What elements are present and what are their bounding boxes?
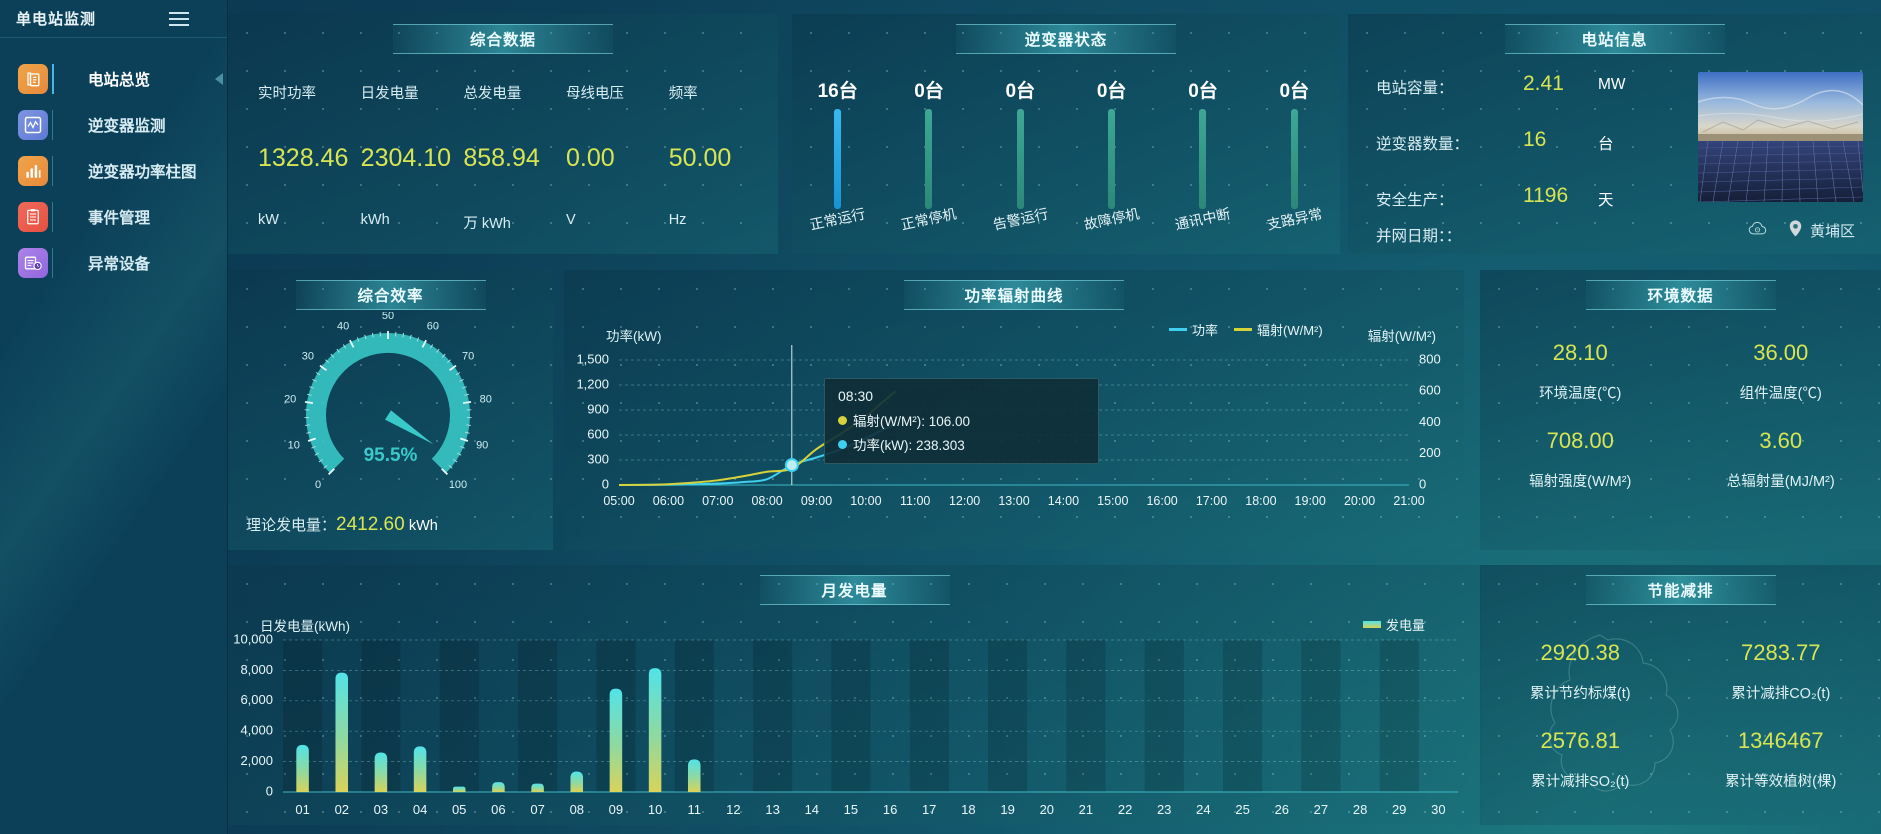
svg-text:12: 12 [726, 802, 740, 817]
svg-text:70: 70 [462, 351, 474, 363]
svg-text:08: 08 [570, 802, 584, 817]
svg-text:30: 30 [302, 351, 314, 363]
svg-text:400: 400 [1419, 414, 1441, 429]
svg-text:20: 20 [1040, 802, 1054, 817]
svg-text:30: 30 [1431, 802, 1445, 817]
svg-text:22: 22 [1118, 802, 1132, 817]
svg-text:300: 300 [587, 451, 609, 466]
svg-text:6,000: 6,000 [240, 692, 273, 707]
svg-text:04: 04 [413, 802, 427, 817]
svg-text:18: 18 [961, 802, 975, 817]
svg-text:17:00: 17:00 [1196, 494, 1227, 508]
svg-text:29: 29 [1392, 802, 1406, 817]
svg-text:1,200: 1,200 [576, 376, 609, 391]
svg-text:80: 80 [480, 393, 492, 405]
svg-text:06:00: 06:00 [653, 494, 684, 508]
svg-text:11:00: 11:00 [900, 494, 930, 508]
svg-text:26: 26 [1275, 802, 1289, 817]
svg-text:02: 02 [335, 802, 349, 817]
svg-text:12:00: 12:00 [949, 494, 980, 508]
svg-text:14: 14 [805, 802, 819, 817]
svg-text:40: 40 [337, 321, 349, 333]
svg-text:27: 27 [1314, 802, 1328, 817]
svg-text:1,500: 1,500 [576, 351, 609, 366]
svg-text:13:00: 13:00 [998, 494, 1029, 508]
svg-text:10,000: 10,000 [233, 631, 273, 646]
svg-text:?: ? [1757, 228, 1759, 232]
svg-text:100: 100 [449, 479, 467, 491]
svg-text:20: 20 [284, 393, 296, 405]
svg-text:900: 900 [587, 401, 609, 416]
svg-text:06: 06 [491, 802, 505, 817]
svg-text:03: 03 [374, 802, 388, 817]
svg-text:19: 19 [1000, 802, 1014, 817]
svg-text:10: 10 [648, 802, 662, 817]
svg-text:0: 0 [602, 476, 609, 491]
svg-text:4,000: 4,000 [240, 723, 273, 738]
svg-text:800: 800 [1419, 351, 1441, 366]
svg-text:08:00: 08:00 [751, 494, 782, 508]
svg-text:20:00: 20:00 [1344, 494, 1375, 508]
svg-text:200: 200 [1419, 445, 1441, 460]
svg-text:19:00: 19:00 [1295, 494, 1326, 508]
svg-text:25: 25 [1235, 802, 1249, 817]
svg-text:11: 11 [687, 802, 701, 817]
svg-text:01: 01 [295, 802, 309, 817]
svg-text:15: 15 [844, 802, 858, 817]
svg-text:17: 17 [922, 802, 936, 817]
svg-text:09:00: 09:00 [801, 494, 832, 508]
svg-text:05:00: 05:00 [603, 494, 634, 508]
svg-text:24: 24 [1196, 802, 1210, 817]
svg-text:60: 60 [427, 321, 439, 333]
svg-text:21:00: 21:00 [1393, 494, 1424, 508]
svg-text:15:00: 15:00 [1097, 494, 1128, 508]
svg-text:13: 13 [765, 802, 779, 817]
svg-text:28: 28 [1353, 802, 1367, 817]
svg-text:0: 0 [1419, 476, 1426, 491]
svg-text:0: 0 [266, 783, 273, 798]
svg-text:16:00: 16:00 [1146, 494, 1177, 508]
svg-text:09: 09 [609, 802, 623, 817]
svg-text:21: 21 [1079, 802, 1093, 817]
svg-text:14:00: 14:00 [1048, 494, 1079, 508]
svg-text:23: 23 [1157, 802, 1171, 817]
svg-text:600: 600 [1419, 383, 1441, 398]
svg-text:0: 0 [315, 479, 321, 491]
svg-text:18:00: 18:00 [1245, 494, 1276, 508]
svg-text:07: 07 [530, 802, 544, 817]
svg-text:10:00: 10:00 [850, 494, 881, 508]
svg-text:50: 50 [382, 312, 394, 322]
svg-text:2,000: 2,000 [240, 753, 273, 768]
svg-text:16: 16 [883, 802, 897, 817]
svg-text:8,000: 8,000 [240, 662, 273, 677]
svg-text:05: 05 [452, 802, 466, 817]
svg-text:600: 600 [587, 426, 609, 441]
svg-text:07:00: 07:00 [702, 494, 733, 508]
